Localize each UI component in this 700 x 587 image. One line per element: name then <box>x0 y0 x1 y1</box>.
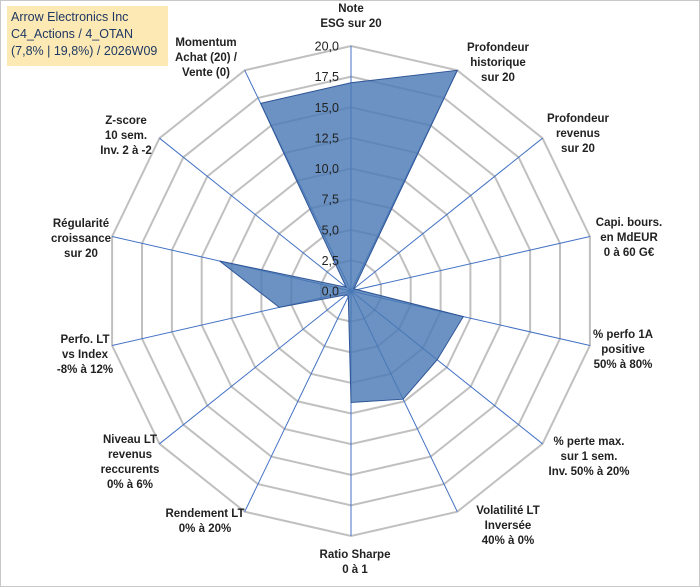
tick-label: 5,0 <box>322 223 339 237</box>
axis-label-6: % perte max. sur 1 sem. Inv. 50% à 20% <box>549 436 630 478</box>
axis-label-12: Régularité croissance sur 20 <box>51 218 111 260</box>
axis-spoke-9 <box>244 290 352 512</box>
tick-label: 10,0 <box>315 162 339 176</box>
axis-label-13: Z-score 10 sem. Inv. 2 à -2 <box>100 115 152 157</box>
axis-label-4: Capi. bours. en MdEUR 0 à 60 G€ <box>596 217 662 259</box>
performance-week: (7,8% | 19,8%) / 2026W09 <box>11 44 158 58</box>
axis-label-9: Rendement LT 0% à 20% <box>165 508 244 535</box>
radar-series <box>219 69 465 404</box>
chart-title-box: Arrow Electronics Inc C4_Actions / 4_OTA… <box>7 6 168 66</box>
axis-spoke-13 <box>159 137 352 292</box>
axis-label-11: Perfo. LT vs Index -8% à 12% <box>57 334 113 376</box>
series-area <box>219 69 465 404</box>
tick-label: 12,5 <box>315 131 339 145</box>
axis-labels: Note ESG sur 20 Profondeur historique sur 20… <box>51 3 662 576</box>
tick-label: 20,0 <box>315 40 339 54</box>
axis-label-10: Niveau LT revenus reccurents 0% à 6% <box>101 434 160 491</box>
axis-label-14: Momentum Achat (20) / Vente (0) <box>175 37 238 79</box>
axis-spoke-10 <box>159 290 352 445</box>
axis-label-3: Profondeur revenus sur 20 <box>547 113 609 155</box>
company-name: Arrow Electronics Inc <box>11 10 129 24</box>
axis-label-5: % perfo 1A positive 50% à 80% <box>593 329 653 371</box>
axis-label-2: Profondeur historique sur 20 <box>467 42 529 84</box>
axis-spoke-3 <box>350 137 543 292</box>
portfolio-category: C4_Actions / 4_OTAN <box>11 27 134 41</box>
axis-label-8: Ratio Sharpe 0 à 1 <box>320 549 391 576</box>
radial-tick-labels: 0,0 2,5 5,0 7,5 10,0 12,5 15,0 17,5 20,0 <box>315 40 339 299</box>
tick-label: 2,5 <box>322 254 339 268</box>
axis-spoke-4 <box>350 236 591 292</box>
axis-label-7: Volatilité LT Inversée 40% à 0% <box>476 505 539 547</box>
axis-label-1: Note ESG sur 20 <box>320 3 381 30</box>
tick-label: 17,5 <box>315 70 339 84</box>
tick-label: 15,0 <box>315 101 339 115</box>
tick-label: 7,5 <box>322 193 339 207</box>
tick-label: 0,0 <box>322 285 339 299</box>
